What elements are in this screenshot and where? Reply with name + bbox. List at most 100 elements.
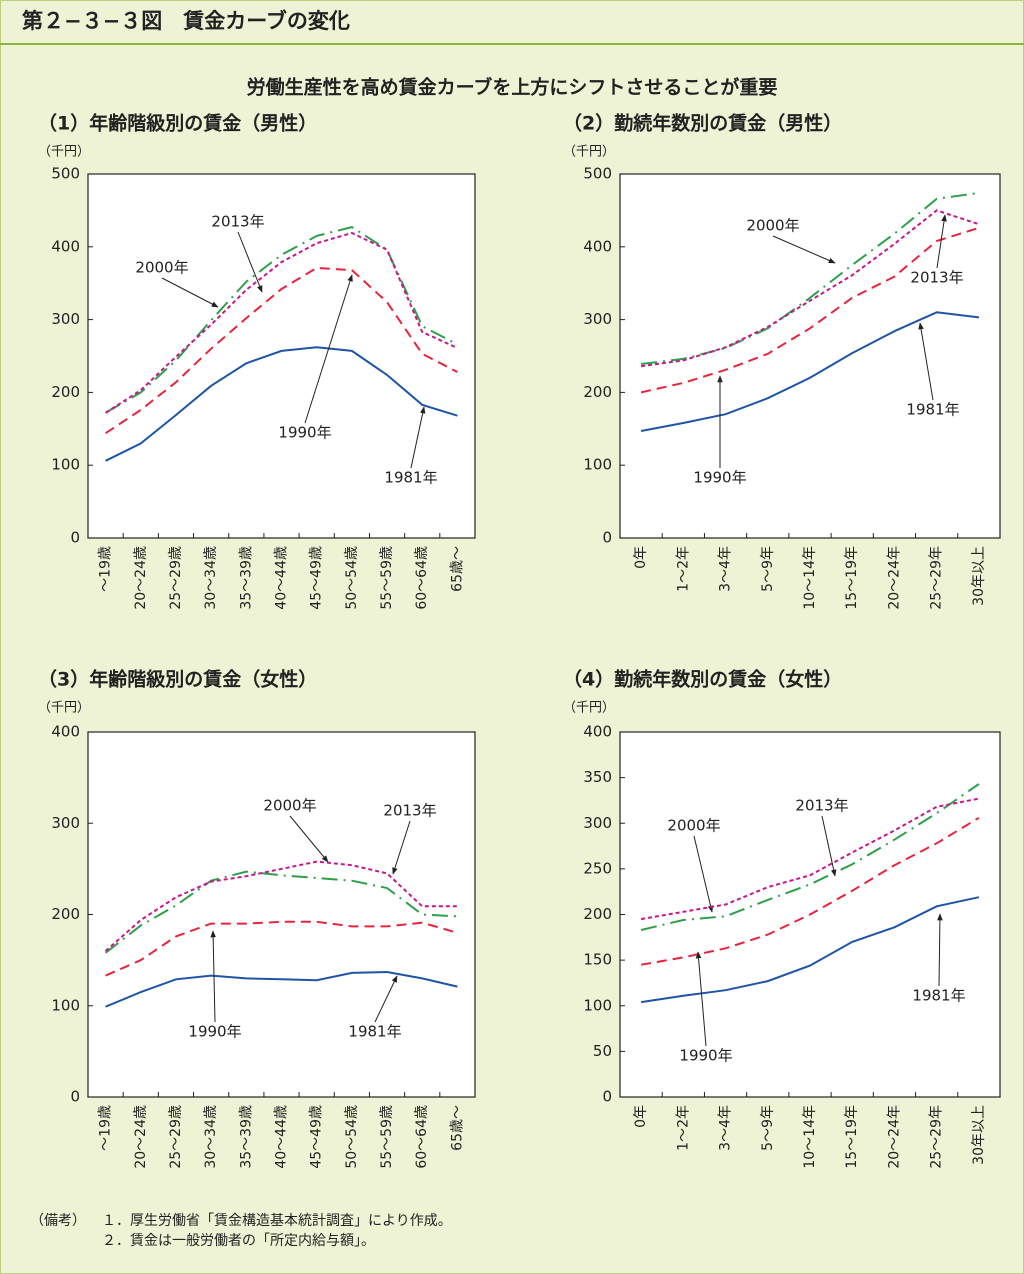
panel-title: （1）年齢階級別の賃金（男性） [38,112,317,135]
y-tick-label: 350 [583,768,612,786]
x-tick-label: ～19歳 [98,546,114,592]
y-tick-label: 50 [593,1042,612,1060]
y-tick-label: 300 [51,310,80,328]
notes-label: （備考） [30,1213,86,1229]
panel-title: （2）勤続年数別の賃金（男性） [563,112,842,135]
arrow [772,235,836,264]
arrow [918,322,934,401]
y-tick-label: 300 [583,310,612,328]
series-line [105,226,458,414]
arrow [392,820,411,875]
y-unit: （千円） [563,701,615,716]
y-tick-label: 100 [51,456,80,474]
arrow [695,951,707,1047]
arrow [304,274,353,424]
series-label: 2013年 [211,213,264,231]
subtitle: 労働生産性を高め賃金カーブを上方にシフトさせることが重要 [247,76,778,99]
series-label: 1981年 [384,469,437,487]
y-tick-label: 0 [602,529,612,547]
series-label: 2013年 [910,269,963,287]
series-line [105,346,458,462]
y-tick-label: 200 [51,905,80,923]
x-tick-label: 35～39歳 [238,1105,254,1169]
x-tick-label: ～19歳 [98,1105,114,1151]
x-tick-label: 20～24年 [886,1105,902,1169]
y-tick-label: 400 [51,723,80,741]
y-tick-label: 400 [51,237,80,255]
plot-area [619,173,1001,539]
x-tick-label: 15～19年 [844,1105,860,1169]
series-label: 1990年 [693,469,746,487]
arrow [237,231,263,293]
x-tick-label: 20～24歳 [133,1105,149,1169]
arrow [161,277,219,308]
series-line [105,920,458,977]
y-tick-label: 400 [583,723,612,741]
series-line [640,797,980,921]
x-tick-label: 1～2年 [675,1105,691,1151]
y-tick-label: 0 [602,1088,612,1106]
series-line [640,191,980,365]
x-tick-label: 20～24歳 [133,546,149,610]
note: １．厚生労働省「賃金構造基本統計調査」により作成。 [102,1212,452,1229]
x-tick-label: 40～44歳 [274,1105,290,1169]
y-tick-label: 300 [51,814,80,832]
y-unit: （千円） [38,145,90,160]
x-tick-label: 30年以上 [971,546,987,606]
x-tick-label: 50～54歳 [344,546,360,610]
arrow [410,406,426,469]
x-tick-label: 0年 [633,546,649,569]
x-tick-label: 30年以上 [971,1105,987,1165]
y-tick-label: 400 [583,237,612,255]
series-label: 2013年 [795,797,848,815]
series-line [640,896,980,1004]
x-tick-label: 5～9年 [760,1105,776,1151]
y-tick-label: 200 [583,383,612,401]
series-line [640,783,980,931]
x-tick-label: 20～24年 [886,546,902,610]
series-label: 2000年 [746,217,799,235]
x-tick-label: 5～9年 [760,546,776,592]
x-tick-label: 25～29年 [929,1105,945,1169]
series-label: 2000年 [263,797,316,815]
y-tick-label: 500 [51,165,80,183]
y-tick-label: 500 [583,165,612,183]
y-tick-label: 200 [51,383,80,401]
x-tick-label: 45～49歳 [309,546,325,610]
x-tick-label: 25～29年 [929,546,945,610]
plot-area [87,731,476,1098]
series-label: 1981年 [912,987,965,1005]
y-tick-label: 100 [583,456,612,474]
x-tick-label: 50～54歳 [344,1105,360,1169]
series-label: 1990年 [188,1023,241,1041]
x-tick-label: 15～19年 [844,546,860,610]
x-tick-label: 40～44歳 [274,546,290,610]
y-tick-label: 300 [583,814,612,832]
x-tick-label: 35～39歳 [238,546,254,610]
arrow [289,815,329,863]
series-label: 2013年 [383,802,436,820]
x-tick-label: 60～64歳 [414,546,430,610]
series-line [640,209,980,368]
x-tick-label: 0年 [633,1105,649,1128]
x-tick-label: 25～29歳 [168,546,184,610]
x-tick-label: 45～49歳 [309,1105,325,1169]
y-tick-label: 100 [51,996,80,1014]
x-tick-label: 25～29歳 [168,1105,184,1169]
series-label: 2000年 [667,817,720,835]
series-label: 1990年 [278,424,331,442]
y-tick-label: 0 [70,1088,80,1106]
arrow [210,930,216,1023]
x-tick-label: 30～34歳 [203,546,219,610]
series-label: 2000年 [135,259,188,277]
x-tick-label: 65歳～ [449,546,465,592]
y-tick-label: 200 [583,905,612,923]
series-line [105,266,458,435]
panel-title: （4）勤続年数別の賃金（女性） [563,668,842,691]
y-tick-label: 100 [583,996,612,1014]
y-tick-label: 250 [583,859,612,877]
x-tick-label: 65歳～ [449,1105,465,1151]
y-tick-label: 150 [583,951,612,969]
